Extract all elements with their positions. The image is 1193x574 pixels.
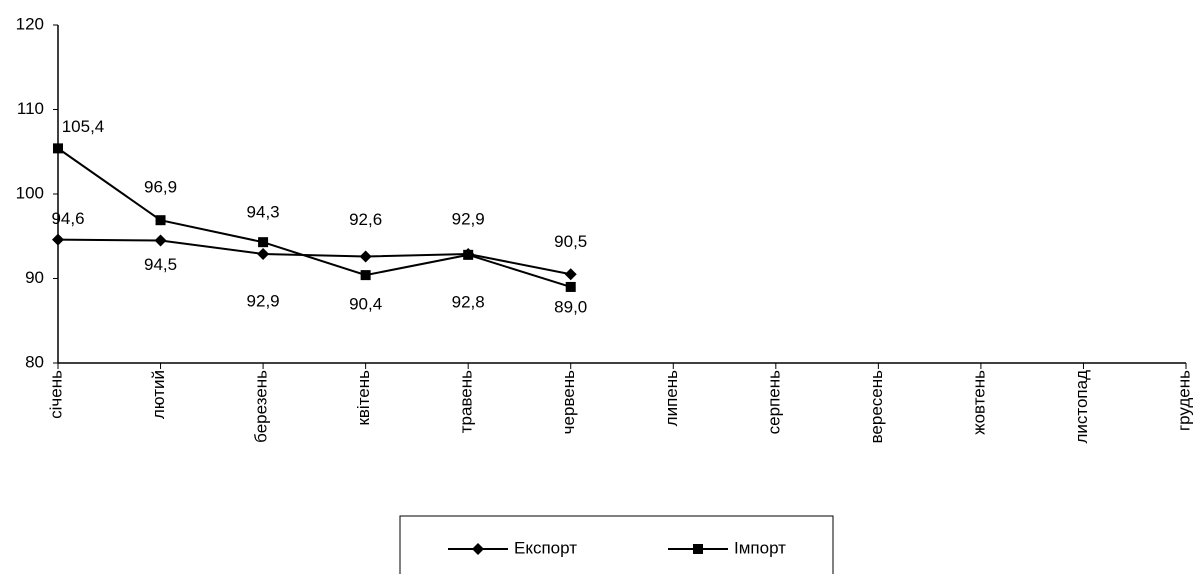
data-point <box>258 237 269 248</box>
legend-label: Експорт <box>514 538 577 557</box>
data-label: 94,6 <box>51 209 84 228</box>
data-point <box>463 249 474 260</box>
data-point <box>257 247 270 260</box>
data-point <box>52 233 64 246</box>
x-tick-label: січень <box>46 370 65 419</box>
x-tick-label: жовтень <box>969 370 988 435</box>
x-tick-label: травень <box>457 370 476 433</box>
series-line <box>57 147 572 288</box>
y-tick-label: 90 <box>25 268 44 287</box>
data-point <box>359 250 372 263</box>
data-label: 92,6 <box>349 210 382 229</box>
data-label: 105,4 <box>62 117 105 136</box>
y-tick-label: 120 <box>16 14 44 33</box>
legend-label: Імпорт <box>734 538 786 557</box>
data-label: 92,9 <box>452 209 485 228</box>
data-label: 92,8 <box>452 292 485 311</box>
x-tick-label: червень <box>559 370 578 434</box>
x-tick-label: вересень <box>867 370 886 444</box>
data-point <box>564 268 577 281</box>
data-label: 90,4 <box>349 295 382 314</box>
data-label: 94,5 <box>144 255 177 274</box>
y-tick-label: 110 <box>17 99 44 118</box>
data-point <box>155 215 166 226</box>
x-tick-label: квітень <box>354 370 373 426</box>
legend-marker <box>472 543 484 555</box>
data-label: 90,5 <box>554 232 587 251</box>
y-tick-label: 100 <box>16 183 44 202</box>
x-tick-label: лютий <box>149 370 168 419</box>
data-label: 89,0 <box>554 297 587 316</box>
x-tick-label: грудень <box>1174 370 1193 431</box>
series-line <box>57 238 571 276</box>
x-tick-label: серпень <box>764 370 783 434</box>
data-label: 94,3 <box>247 203 280 222</box>
x-tick-label: липень <box>662 370 681 426</box>
legend-box <box>399 515 834 574</box>
x-tick-label: листопад <box>1072 370 1091 444</box>
x-tick-label: березень <box>252 370 271 443</box>
data-point <box>565 281 576 292</box>
data-point <box>154 234 167 247</box>
y-tick-label: 80 <box>25 352 44 371</box>
data-label: 96,9 <box>144 178 177 197</box>
data-label: 92,9 <box>247 291 280 310</box>
data-point <box>53 143 63 154</box>
legend-marker <box>693 544 703 554</box>
data-point <box>360 270 371 281</box>
